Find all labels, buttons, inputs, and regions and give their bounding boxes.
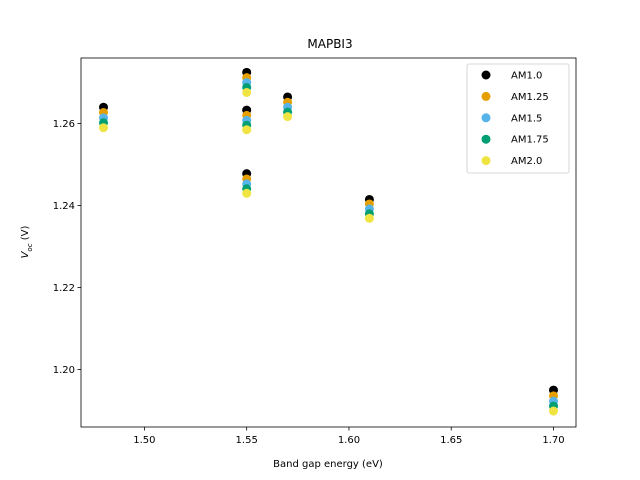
point-am2-0 <box>242 87 252 97</box>
x-tick-label: 1.50 <box>133 435 155 446</box>
y-tick-label: 1.22 <box>53 283 75 294</box>
x-tick-label: 1.70 <box>542 435 564 446</box>
y-axis-label-unit: (V) <box>20 226 31 244</box>
y-tick-label: 1.20 <box>53 365 75 376</box>
legend-label: AM1.75 <box>511 135 549 146</box>
y-axis-label-subscript: oc <box>26 243 34 251</box>
legend-marker <box>481 113 491 123</box>
legend-label: AM1.5 <box>511 113 542 124</box>
point-am2-0 <box>283 112 293 122</box>
legend-marker <box>481 91 491 101</box>
point-am2-0 <box>364 213 374 223</box>
point-am2-0 <box>99 123 108 133</box>
legend-marker <box>481 156 491 166</box>
legend-label: AM1.25 <box>511 92 549 103</box>
y-tick-label: 1.26 <box>53 119 75 130</box>
legend-box <box>466 63 570 174</box>
data-points <box>99 67 558 416</box>
point-am2-0 <box>242 125 252 135</box>
y-axis-label-main: V <box>20 250 31 258</box>
x-axis-label: Band gap energy (eV) <box>273 459 383 470</box>
point-am2-0 <box>242 188 252 198</box>
x-tick-label: 1.60 <box>338 435 360 446</box>
legend-marker <box>481 134 491 144</box>
legend-label: AM2.0 <box>511 156 542 167</box>
point-am2-0 <box>549 406 558 416</box>
x-axis: 1.50 1.55 1.60 1.65 1.70 <box>133 427 565 446</box>
y-tick-label: 1.24 <box>53 201 75 212</box>
y-axis: 1.20 1.22 1.24 1.26 <box>53 119 81 376</box>
legend-marker <box>481 70 491 80</box>
y-axis-label: Voc (V) <box>20 226 34 259</box>
x-tick-label: 1.55 <box>236 435 258 446</box>
chart-title: MAPBI3 <box>307 37 352 51</box>
legend-label: AM1.0 <box>511 71 542 82</box>
x-tick-label: 1.65 <box>440 435 462 446</box>
plot-area <box>80 57 577 428</box>
legend: AM1.0 AM1.25 AM1.5 AM1.75 AM2.0 <box>466 63 570 174</box>
